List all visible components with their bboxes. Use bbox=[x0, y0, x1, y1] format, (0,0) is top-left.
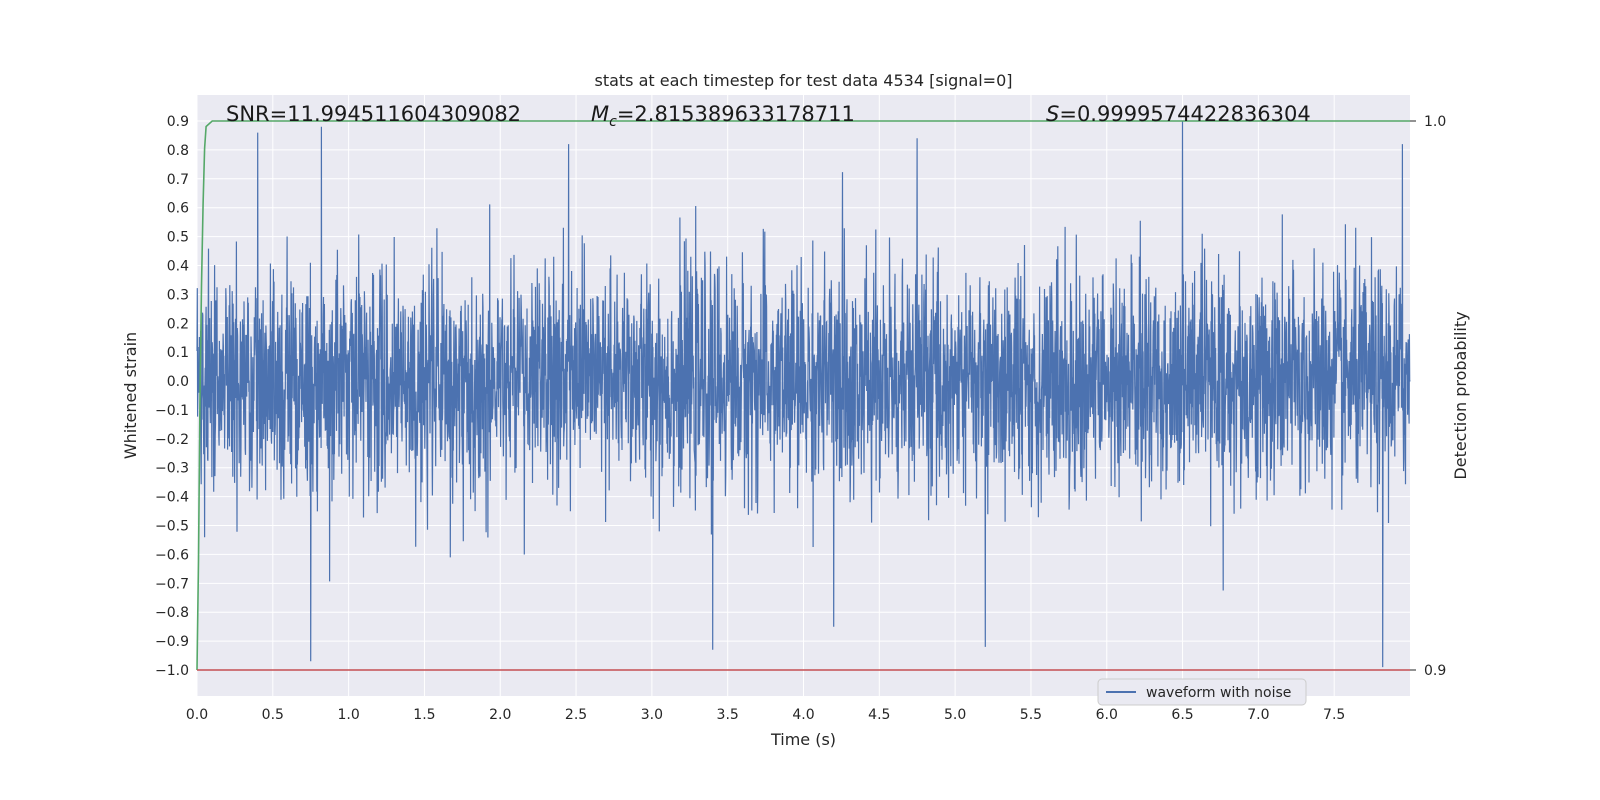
x-tick-label: 7.0 bbox=[1247, 707, 1269, 723]
legend: waveform with noise bbox=[1097, 678, 1307, 706]
y-tick-label: 0.1 bbox=[167, 345, 189, 361]
y2-tick-label: 1.0 bbox=[1424, 114, 1446, 130]
y-tick-label: −0.2 bbox=[155, 432, 189, 448]
x-tick-label: 7.5 bbox=[1323, 707, 1345, 723]
x-tick-label: 0.5 bbox=[262, 707, 284, 723]
x-tick-label: 3.5 bbox=[717, 707, 739, 723]
x-tick-label: 4.0 bbox=[792, 707, 814, 723]
x-tick-labels: 0.0 0.5 1.0 1.5 2.0 2.5 3.0 3.5 4.0 4.5 5.0 5.5 6.0 6… bbox=[186, 707, 1345, 723]
chirp-mass-annotation: Mc=2.815389633178711 bbox=[591, 102, 855, 130]
y-axis-label: Whitened strain bbox=[121, 332, 140, 459]
series-waveform-with-noise bbox=[196, 120, 1411, 668]
s-symbol: S bbox=[1046, 102, 1059, 126]
chirp-mass-subscript: c bbox=[609, 114, 617, 130]
chirp-mass-symbol: M bbox=[591, 102, 609, 126]
y-tick-label: 0.9 bbox=[167, 114, 189, 130]
x-tick-label: 3.0 bbox=[641, 707, 663, 723]
y-tick-label: −0.7 bbox=[155, 576, 189, 592]
x-tick-label: 0.0 bbox=[186, 707, 208, 723]
y-tick-label: 0.8 bbox=[167, 143, 189, 159]
x-tick-label: 6.5 bbox=[1171, 707, 1193, 723]
y-tick-label: −0.1 bbox=[155, 403, 189, 419]
y-tick-label: −0.4 bbox=[155, 490, 189, 506]
s-value: =0.9999574422836304 bbox=[1059, 102, 1310, 126]
y-tick-label: 0.7 bbox=[167, 172, 189, 188]
chart-title: stats at each timestep for test data 453… bbox=[594, 71, 1012, 90]
y-tick-label: −0.5 bbox=[155, 519, 189, 535]
y-tick-label: −0.8 bbox=[155, 605, 189, 621]
series-layer bbox=[196, 120, 1411, 671]
chirp-mass-value: =2.815389633178711 bbox=[617, 102, 855, 126]
y-tick-label: −0.3 bbox=[155, 461, 189, 477]
y-tick-label: 0.4 bbox=[167, 258, 189, 274]
y-tick-label: 0.5 bbox=[167, 230, 189, 246]
x-axis-label: Time (s) bbox=[770, 730, 836, 749]
y-tick-label: −0.9 bbox=[155, 634, 189, 650]
s-annotation: S=0.9999574422836304 bbox=[1046, 102, 1311, 126]
legend-label: waveform with noise bbox=[1146, 685, 1291, 701]
y2-axis-label: Detection probability bbox=[1451, 311, 1470, 479]
y2-tick-label: 0.9 bbox=[1424, 663, 1446, 679]
y-tick-labels: 0.9 0.8 0.7 0.6 0.5 0.4 0.3 0.2 0.1 0.0 −0.1 −0.2 −0… bbox=[155, 114, 189, 679]
snr-annotation: SNR=11.994511604309082 bbox=[226, 102, 521, 126]
x-tick-label: 2.5 bbox=[565, 707, 587, 723]
x-tick-label: 5.0 bbox=[944, 707, 966, 723]
x-tick-label: 6.0 bbox=[1096, 707, 1118, 723]
x-tick-label: 5.5 bbox=[1020, 707, 1042, 723]
legend-box bbox=[1097, 678, 1307, 706]
x-tick-label: 4.5 bbox=[868, 707, 890, 723]
y-tick-label: −1.0 bbox=[155, 663, 189, 679]
y-tick-label: −0.6 bbox=[155, 547, 189, 563]
series-detection-probability bbox=[196, 120, 1410, 671]
x-tick-label: 2.0 bbox=[489, 707, 511, 723]
x-tick-label: 1.5 bbox=[413, 707, 435, 723]
y-tick-label: 0.2 bbox=[167, 316, 189, 332]
y-tick-label: 0.0 bbox=[167, 374, 189, 390]
y-tick-label: 0.6 bbox=[167, 201, 189, 217]
y2-tick-labels: 1.0 0.9 bbox=[1410, 114, 1446, 679]
x-tick-label: 1.0 bbox=[337, 707, 359, 723]
y-tick-label: 0.3 bbox=[167, 287, 189, 303]
